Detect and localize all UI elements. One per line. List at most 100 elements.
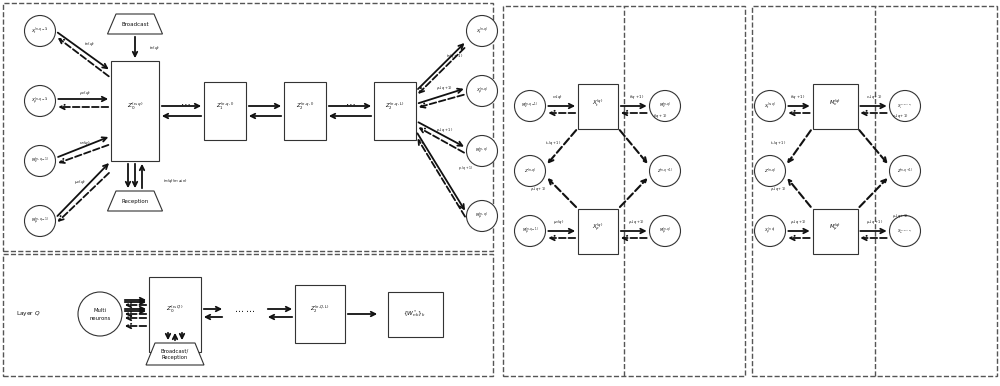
- Bar: [149, 276, 201, 352]
- Circle shape: [78, 292, 122, 336]
- Text: $M_\mu^{(q)}$: $M_\mu^{(q)}$: [829, 222, 841, 234]
- Circle shape: [466, 15, 498, 46]
- Text: $Z^{(n,q)}$: $Z^{(n,q)}$: [764, 166, 776, 176]
- Bar: [578, 208, 618, 254]
- Text: $\rho_n(q)$: $\rho_n(q)$: [79, 89, 91, 97]
- Text: $p_n(q+1)$: $p_n(q+1)$: [458, 164, 472, 172]
- Text: $X_t^{(n,q)}$: $X_t^{(n,q)}$: [764, 100, 776, 112]
- Text: $\rho_n(q+1)$: $\rho_n(q+1)$: [436, 84, 454, 92]
- Text: $X_t^{(n,q)}$: $X_t^{(n,q)}$: [476, 25, 488, 37]
- Text: neurons: neurons: [89, 315, 111, 320]
- Text: $t_n(q)$: $t_n(q)$: [84, 40, 96, 48]
- Text: $Z_2^{(n,q,l)}$: $Z_2^{(n,q,l)}$: [296, 100, 314, 112]
- Text: $M_\mu^{(n,q)}$: $M_\mu^{(n,q)}$: [475, 210, 489, 222]
- Circle shape: [466, 135, 498, 166]
- Text: $Z_0^{(n,q)}$: $Z_0^{(n,q)}$: [127, 100, 143, 112]
- Text: Multi: Multi: [94, 308, 106, 313]
- Text: $M_\mu^{(n,q)}$: $M_\mu^{(n,q)}$: [659, 225, 671, 237]
- Circle shape: [890, 215, 920, 247]
- Bar: [111, 61, 159, 161]
- Text: $\mu_n(q+1)$: $\mu_n(q+1)$: [892, 212, 908, 220]
- Bar: [204, 82, 246, 140]
- Circle shape: [650, 156, 680, 186]
- Circle shape: [24, 205, 56, 237]
- Text: $Z_2^{(n,Q,L)}$: $Z_2^{(n,Q,L)}$: [310, 303, 330, 315]
- Text: $\mu_n(q+1)$: $\mu_n(q+1)$: [866, 218, 883, 226]
- Bar: [812, 83, 858, 129]
- Circle shape: [24, 15, 56, 46]
- Circle shape: [755, 90, 786, 122]
- Text: $t(q+1)$: $t(q+1)$: [653, 112, 667, 120]
- Text: $t_n(q)$: $t_n(q)$: [149, 44, 161, 52]
- Text: $Z^{(n,q)}$: $Z^{(n,q)}$: [524, 166, 536, 176]
- Text: $t_m(q)(m\neq n)$: $t_m(q)(m\neq n)$: [163, 177, 187, 185]
- Text: Layer $Q$: Layer $Q$: [16, 310, 40, 318]
- Bar: [374, 82, 416, 140]
- Text: $\rho_n(q+1)$: $\rho_n(q+1)$: [790, 218, 807, 226]
- Text: $\cdots$ $\cdots$: $\cdots$ $\cdots$: [234, 306, 256, 315]
- Circle shape: [890, 90, 920, 122]
- Text: $\cdots$: $\cdots$: [180, 99, 190, 109]
- Text: $\mu_n(q)$: $\mu_n(q)$: [74, 178, 86, 186]
- Text: $X_t^{(n,q+1)}$: $X_t^{(n,q+1)}$: [897, 102, 913, 111]
- Text: $\cdots$: $\cdots$: [345, 99, 355, 109]
- Text: $M_v^{(n,q)}$: $M_v^{(n,q)}$: [475, 146, 489, 156]
- Polygon shape: [108, 191, 162, 211]
- Text: $Z_1^{(n,q,l)}$: $Z_1^{(n,q,l)}$: [216, 100, 234, 112]
- Text: $M_\mu^{(n,q-1)}$: $M_\mu^{(n,q-1)}$: [522, 225, 538, 237]
- Circle shape: [650, 90, 680, 122]
- Circle shape: [514, 156, 546, 186]
- Bar: [578, 83, 618, 129]
- Text: $M_v^{(n,q)}$: $M_v^{(n,q)}$: [659, 101, 671, 111]
- Circle shape: [514, 90, 546, 122]
- Text: $\rho_n(q+1)$: $\rho_n(q+1)$: [628, 218, 645, 226]
- Text: $t_n(q+1)$: $t_n(q+1)$: [770, 139, 786, 147]
- Bar: [752, 6, 997, 376]
- Text: $X_\rho^{(n,q-1)}$: $X_\rho^{(n,q-1)}$: [31, 95, 49, 107]
- Text: $Z_0^{(n,Q)}$: $Z_0^{(n,Q)}$: [166, 303, 184, 315]
- Text: $\rho_n(q+1)$: $\rho_n(q+1)$: [770, 185, 786, 193]
- Text: $v_n(q+1)$: $v_n(q+1)$: [866, 93, 883, 101]
- Text: $X_\rho^{(q)}$: $X_\rho^{(q)}$: [592, 222, 604, 234]
- Bar: [503, 6, 745, 376]
- Text: $M_v^{(n,q-1)}$: $M_v^{(n,q-1)}$: [31, 156, 49, 166]
- Text: $v_n(q+1)$: $v_n(q+1)$: [892, 112, 908, 120]
- Polygon shape: [108, 14, 162, 34]
- Text: $t_n(q+1)$: $t_n(q+1)$: [545, 139, 562, 147]
- Text: $\{W_{nk}^*\}_k$: $\{W_{nk}^*\}_k$: [403, 308, 427, 319]
- Bar: [295, 285, 345, 343]
- Text: $Z^{(n,q+1)}$: $Z^{(n,q+1)}$: [897, 166, 913, 176]
- Circle shape: [24, 146, 56, 176]
- Text: $v_n(q)$: $v_n(q)$: [79, 139, 91, 147]
- Bar: [3, 254, 493, 376]
- Circle shape: [24, 86, 56, 117]
- Text: $\rho_n(q+1)$: $\rho_n(q+1)$: [530, 185, 546, 193]
- Circle shape: [755, 156, 786, 186]
- Text: $X_t^{(n,q-1)}$: $X_t^{(n,q-1)}$: [31, 25, 49, 37]
- Text: $p_n(q+1)$: $p_n(q+1)$: [436, 126, 454, 134]
- Circle shape: [650, 215, 680, 247]
- Circle shape: [466, 76, 498, 107]
- Bar: [812, 208, 858, 254]
- Text: $X_\rho^{(n,q+1)}$: $X_\rho^{(n,q+1)}$: [897, 227, 913, 235]
- Circle shape: [755, 215, 786, 247]
- Circle shape: [890, 156, 920, 186]
- Bar: [3, 3, 493, 251]
- Polygon shape: [146, 343, 204, 365]
- Text: $X_t^{(q)}$: $X_t^{(q)}$: [592, 97, 604, 109]
- Text: $M_v^{(n,q-1)}$: $M_v^{(n,q-1)}$: [521, 101, 539, 111]
- Text: $t_n(q+1)$: $t_n(q+1)$: [446, 52, 464, 60]
- Text: $t(q+1)$: $t(q+1)$: [790, 93, 805, 101]
- Text: Reception: Reception: [162, 354, 188, 359]
- Text: $Z_2^{(n,q,L)}$: $Z_2^{(n,q,L)}$: [385, 100, 405, 112]
- Text: Broadcast/: Broadcast/: [161, 349, 189, 354]
- Text: $X_\rho^{(n,q)}$: $X_\rho^{(n,q)}$: [476, 85, 488, 97]
- Bar: [284, 82, 326, 140]
- Bar: [388, 291, 442, 337]
- Text: $M_v^{(q)}$: $M_v^{(q)}$: [829, 98, 841, 108]
- Text: Broadcast: Broadcast: [121, 22, 149, 27]
- Text: Reception: Reception: [121, 198, 149, 203]
- Text: $Z^{(n,q+1)}$: $Z^{(n,q+1)}$: [657, 166, 673, 176]
- Text: $t(q+1)$: $t(q+1)$: [629, 93, 644, 101]
- Circle shape: [466, 200, 498, 232]
